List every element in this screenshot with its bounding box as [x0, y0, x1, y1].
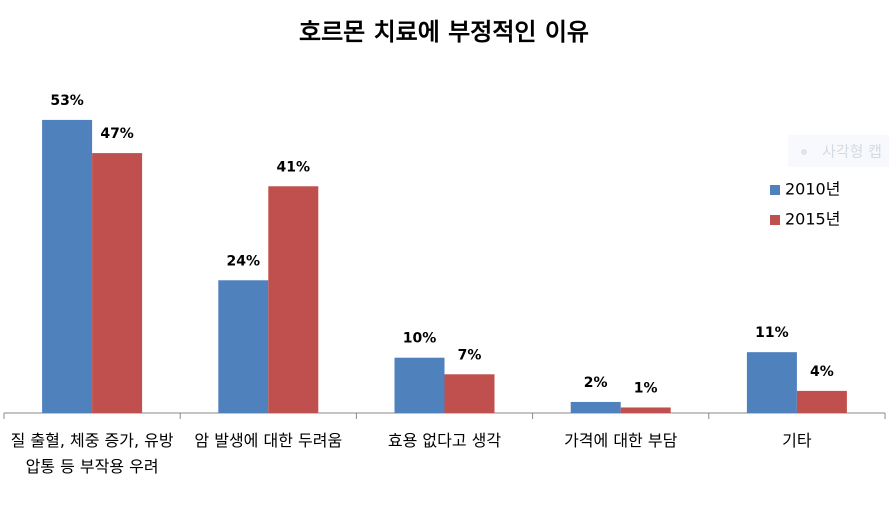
overlay-text: 사각형 캡	[822, 143, 882, 161]
legend-swatch	[770, 185, 780, 195]
x-tick-label: 암 발생에 대한 두려움	[194, 431, 343, 450]
bar	[570, 401, 621, 413]
value-label: 11%	[755, 325, 789, 341]
bar	[620, 407, 671, 413]
value-label: 47%	[100, 126, 134, 142]
x-tick-label: 효용 없다고 생각	[387, 431, 502, 450]
bar	[444, 374, 495, 413]
overlay-dot	[801, 149, 807, 155]
value-label: 1%	[634, 380, 658, 396]
x-tick-label: 가격에 대한 부담	[564, 431, 678, 450]
value-label: 4%	[810, 364, 834, 380]
legend-swatch	[770, 215, 780, 225]
value-label: 2%	[584, 375, 608, 391]
x-tick-label: 기타	[782, 431, 812, 450]
value-label: 53%	[50, 93, 84, 109]
bar	[268, 186, 319, 413]
value-label: 41%	[277, 159, 311, 175]
bar	[394, 357, 445, 413]
bar	[746, 352, 797, 413]
bar	[218, 280, 269, 413]
bar	[796, 390, 847, 413]
value-label: 10%	[403, 331, 437, 347]
bar	[42, 119, 93, 413]
bar	[92, 153, 143, 413]
value-label: 24%	[227, 253, 261, 269]
value-label: 7%	[458, 347, 482, 363]
x-tick-label: 질 출혈, 체중 증가, 유방 압통 등 부작용 우려	[10, 431, 174, 476]
chart-title: 호르몬 치료에 부정적인 이유	[299, 18, 589, 46]
legend-label: 2010년	[785, 180, 840, 199]
legend-label: 2015년	[785, 210, 840, 229]
